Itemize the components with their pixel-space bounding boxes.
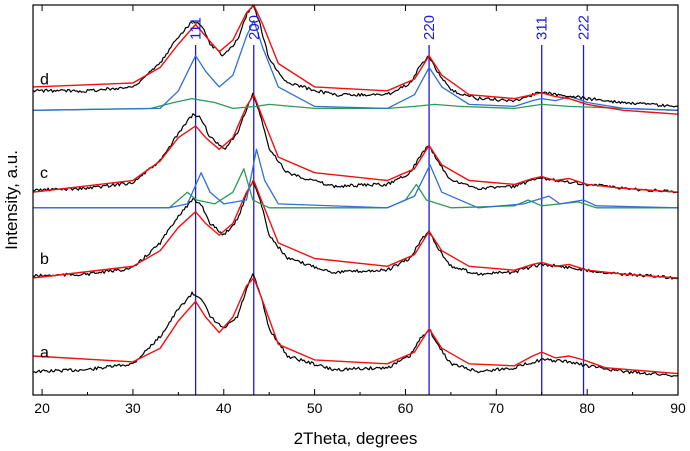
x-tick-label: 70 <box>489 400 505 416</box>
peak-label-200: 200 <box>246 15 263 40</box>
x-axis-title: 2Theta, degrees <box>294 429 418 448</box>
x-axis: 20 30 40 50 60 70 80 90 <box>34 5 686 416</box>
peak-label-220: 220 <box>421 15 438 40</box>
x-tick-label: 90 <box>670 400 686 416</box>
x-tick-label: 30 <box>125 400 141 416</box>
curve-label-d: d <box>40 72 49 89</box>
series-layer <box>32 4 679 378</box>
curve-labels: a b c d <box>40 72 49 362</box>
y-axis-title: Intensity, a.u. <box>2 150 21 250</box>
pattern-a <box>32 273 679 378</box>
series-d-fit <box>32 4 679 115</box>
curve-label-c: c <box>40 165 48 182</box>
series-c-fit <box>32 94 679 193</box>
series-d-experimental <box>32 4 679 108</box>
pattern-d <box>32 4 679 115</box>
series-c-component-1 <box>33 148 679 209</box>
peak-label-311: 311 <box>534 16 551 40</box>
x-tick-label: 20 <box>34 400 50 416</box>
curve-label-b: b <box>40 251 49 268</box>
series-c-experimental <box>32 92 679 194</box>
x-tick-label: 80 <box>579 400 595 416</box>
series-d-component-1 <box>32 19 679 111</box>
peak-label-111: 111 <box>188 17 205 40</box>
pattern-c <box>32 92 679 209</box>
x-tick-label: 40 <box>216 400 232 416</box>
x-tick-label: 60 <box>398 400 414 416</box>
plot-frame <box>32 4 679 396</box>
series-d-component-2 <box>32 97 679 111</box>
series-b-fit <box>32 179 679 279</box>
series-b-experimental <box>32 180 679 280</box>
series-a-fit <box>32 277 679 375</box>
x-tick-label: 50 <box>307 400 323 416</box>
pattern-b <box>32 179 679 280</box>
peak-label-222: 222 <box>576 15 593 40</box>
series-c-component-2 <box>33 168 678 209</box>
peak-labels: 111 200 220 311 222 <box>188 15 593 40</box>
curve-label-a: a <box>40 345 49 362</box>
series-a-experimental <box>32 273 679 378</box>
